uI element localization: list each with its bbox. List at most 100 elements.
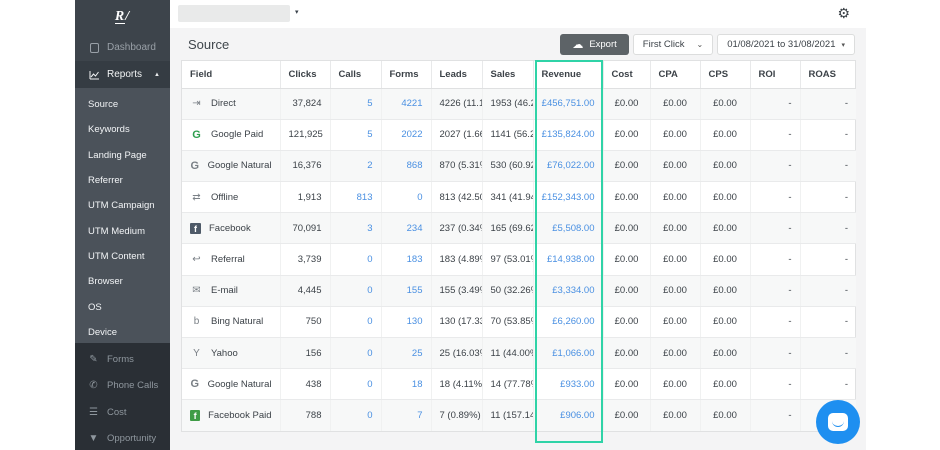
source-field[interactable]: G Google Natural <box>190 378 272 390</box>
cell-cps: £0.00 <box>700 181 751 214</box>
source-field[interactable]: ⇥ Direct <box>190 98 272 109</box>
cell-calls[interactable]: 0 <box>330 368 382 401</box>
cell-roi: - <box>750 243 801 276</box>
sidebar-item-utm-medium[interactable]: UTM Medium <box>88 225 146 237</box>
cell-forms[interactable]: 2022 <box>381 119 432 151</box>
cell-sales: 14 (77.78%) <box>482 368 534 401</box>
cell-calls[interactable]: 0 <box>330 337 382 370</box>
cell-forms[interactable]: 155 <box>381 275 432 307</box>
column-header-calls[interactable]: Calls <box>330 61 382 89</box>
column-header-leads[interactable]: Leads <box>431 61 483 89</box>
cell-revenue[interactable]: £152,343.00 <box>533 181 604 214</box>
sidebar-item-phone-calls[interactable]: ✆ Phone Calls <box>75 373 170 400</box>
cell-revenue[interactable]: £5,508.00 <box>533 212 604 245</box>
cell-roas: - <box>800 88 856 120</box>
sidebar-item-browser[interactable]: Browser <box>88 276 123 288</box>
cell-roi: - <box>750 337 801 370</box>
source-table-card: Field Clicks Calls Forms Leads Sales Revenue Co… <box>181 60 856 433</box>
column-header-sales[interactable]: Sales <box>482 61 534 89</box>
source-field[interactable]: ⇄ Offline <box>190 192 272 203</box>
source-field[interactable]: G Google Paid <box>190 129 272 141</box>
account-selector[interactable] <box>178 5 290 22</box>
cell-forms[interactable]: 18 <box>381 368 432 401</box>
source-field[interactable]: ✉ E-mail <box>190 285 272 296</box>
cell-field: f Facebook <box>182 212 281 245</box>
source-field[interactable]: G Google Natural <box>190 160 272 172</box>
cell-forms[interactable]: 183 <box>381 243 432 276</box>
source-label: Offline <box>211 191 239 203</box>
sidebar-item-source[interactable]: Source <box>88 99 119 111</box>
cell-revenue[interactable]: £933.00 <box>533 368 604 401</box>
cell-forms[interactable]: 4221 <box>381 88 432 120</box>
source-field[interactable]: f Facebook Paid <box>190 410 272 422</box>
cell-calls[interactable]: 5 <box>330 119 382 151</box>
cell-revenue[interactable]: £14,938.00 <box>533 243 604 276</box>
cell-forms[interactable]: 234 <box>381 212 432 245</box>
source-label: Facebook <box>209 222 251 234</box>
column-header-clicks[interactable]: Clicks <box>280 61 331 89</box>
gear-icon[interactable]: ⚙ <box>837 5 850 21</box>
sidebar-item-utm-content[interactable]: UTM Content <box>88 250 145 262</box>
column-header-cps[interactable]: CPS <box>700 61 751 89</box>
cell-calls[interactable]: 2 <box>330 150 382 183</box>
column-header-cost[interactable]: Cost <box>603 61 651 89</box>
google-icon: G <box>190 378 200 391</box>
cell-revenue[interactable]: £456,751.00 <box>533 88 604 120</box>
sidebar-tools: ✎ Forms ✆ Phone Calls ☰ Cost ▼ Opportunity <box>75 343 170 450</box>
column-header-roi[interactable]: ROI <box>750 61 801 89</box>
sidebar-item-device[interactable]: Device <box>88 326 118 338</box>
sidebar-item-opportunity[interactable]: ▼ Opportunity <box>75 426 170 450</box>
cell-calls[interactable]: 0 <box>330 399 382 432</box>
date-range-dropdown[interactable]: 01/08/2021 to 31/08/2021 ▾ <box>717 34 855 55</box>
sidebar-item-utm-campaign[interactable]: UTM Campaign <box>88 200 155 212</box>
cell-calls[interactable]: 0 <box>330 243 382 276</box>
cell-revenue[interactable]: £3,334.00 <box>533 275 604 307</box>
page-title: Source <box>188 37 230 52</box>
cell-forms[interactable]: 25 <box>381 337 432 370</box>
cell-forms[interactable]: 130 <box>381 306 432 339</box>
column-header-cpa[interactable]: CPA <box>650 61 701 89</box>
cell-forms[interactable]: 868 <box>381 150 432 183</box>
export-button[interactable]: ☁ Export <box>560 34 629 55</box>
yahoo-icon: Y <box>193 347 200 359</box>
sidebar-item-label: Phone Calls <box>107 380 159 392</box>
sidebar-item-reports[interactable]: Reports ▲ <box>75 61 170 88</box>
source-field[interactable]: Y Yahoo <box>190 348 272 359</box>
sidebar-item-os[interactable]: OS <box>88 301 102 313</box>
column-header-forms[interactable]: Forms <box>381 61 432 89</box>
reports-chart-icon <box>88 70 100 80</box>
sidebar-item-referrer[interactable]: Referrer <box>88 175 123 187</box>
cell-leads: 25 (16.03%) <box>431 337 483 370</box>
column-header-field[interactable]: Field <box>182 61 281 89</box>
sidebar-item-dashboard[interactable]: Dashboard <box>75 34 170 61</box>
cell-revenue[interactable]: £6,260.00 <box>533 306 604 339</box>
cell-calls[interactable]: 813 <box>330 181 382 214</box>
cell-forms[interactable]: 0 <box>381 181 432 214</box>
cell-calls[interactable]: 3 <box>330 212 382 245</box>
cell-revenue[interactable]: £76,022.00 <box>533 150 604 183</box>
column-header-revenue[interactable]: Revenue <box>533 61 604 89</box>
dashboard-icon <box>88 42 100 53</box>
cell-revenue[interactable]: £1,066.00 <box>533 337 604 370</box>
sidebar-item-cost[interactable]: ☰ Cost <box>75 399 170 426</box>
column-header-roas[interactable]: ROAS <box>800 61 856 89</box>
cell-forms[interactable]: 7 <box>381 399 432 432</box>
sidebar-item-label: Forms <box>107 353 134 365</box>
account-caret-icon[interactable]: ▾ <box>295 9 299 16</box>
cell-roas: - <box>800 150 856 183</box>
source-field[interactable]: f Facebook <box>190 222 272 234</box>
caret-down-icon: ▾ <box>841 41 845 49</box>
sidebar-item-keywords[interactable]: Keywords <box>88 124 130 136</box>
cell-calls[interactable]: 0 <box>330 275 382 307</box>
chat-launcher-button[interactable] <box>816 400 860 444</box>
cell-calls[interactable]: 0 <box>330 306 382 339</box>
cell-revenue[interactable]: £906.00 <box>533 399 604 432</box>
attribution-dropdown[interactable]: First Click ⌄ <box>632 34 714 55</box>
source-field[interactable]: b Bing Natural <box>190 316 272 327</box>
source-field[interactable]: ↩ Referral <box>190 254 272 265</box>
sidebar-item-landing-page[interactable]: Landing Page <box>88 149 147 161</box>
cell-revenue[interactable]: £135,824.00 <box>533 119 604 151</box>
cell-calls[interactable]: 5 <box>330 88 382 120</box>
sidebar-item-forms[interactable]: ✎ Forms <box>75 346 170 373</box>
